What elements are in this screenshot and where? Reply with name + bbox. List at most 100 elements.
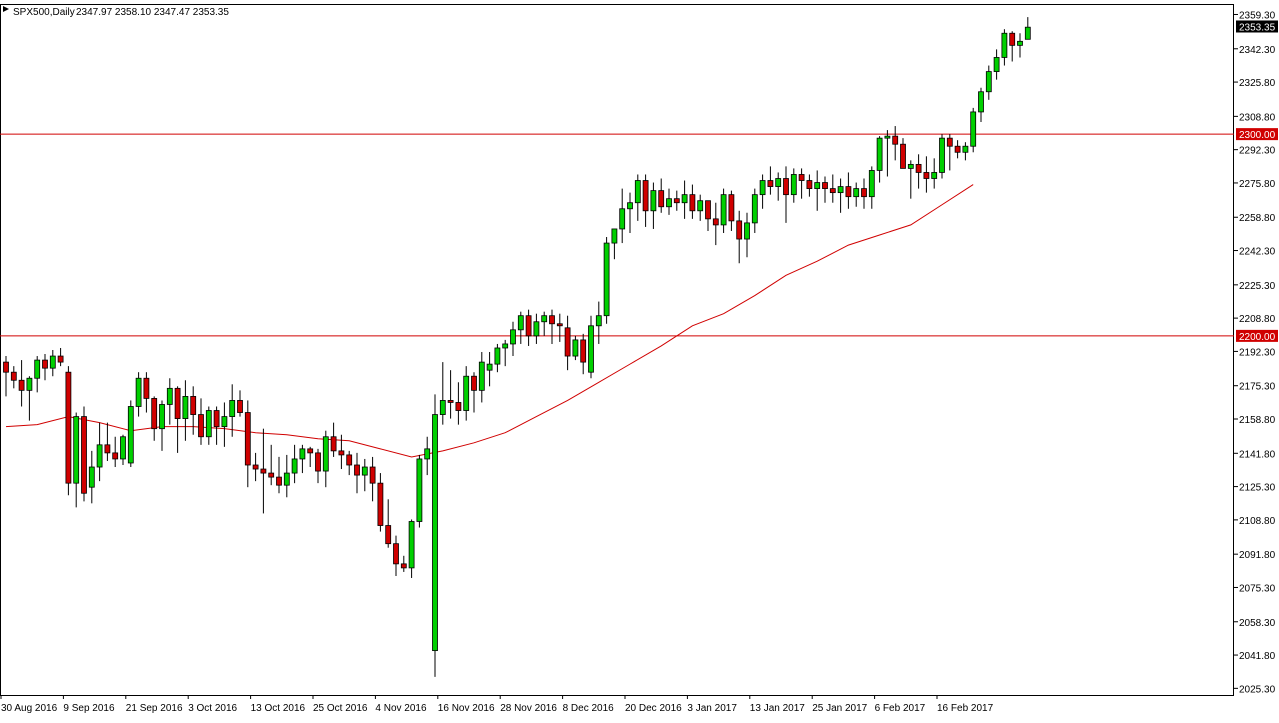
candle (814, 170, 821, 211)
candle (57, 347, 64, 367)
candle (81, 406, 87, 502)
x-tick-label: 21 Sep 2016 (126, 703, 183, 714)
candle (73, 412, 80, 508)
candle-body (96, 444, 103, 468)
candle-body (57, 355, 64, 363)
moving-average-layer (5, 184, 974, 458)
candle-body (439, 400, 446, 415)
x-tick-label: 25 Jan 2017 (812, 703, 867, 714)
candle (681, 180, 688, 219)
y-tick-label: 2058.30 (1239, 618, 1276, 629)
candle-body (580, 339, 587, 363)
candle-body (588, 325, 594, 373)
candle (510, 321, 516, 357)
candle-body (993, 57, 1000, 72)
candle-body (307, 448, 314, 454)
candle-body (900, 143, 906, 169)
candle (471, 372, 477, 413)
candle-body (689, 194, 696, 212)
candle (595, 301, 602, 344)
y-tick-label: 2242.30 (1239, 247, 1276, 258)
candle (213, 406, 220, 445)
candle-body (354, 464, 360, 476)
candle-body (564, 327, 571, 357)
candle-body (829, 188, 836, 194)
candle (900, 138, 906, 169)
candle (346, 450, 353, 476)
x-tick-label: 30 Aug 2016 (1, 703, 58, 714)
candle-body (135, 377, 142, 407)
candle-body (845, 186, 852, 198)
candle (759, 174, 766, 209)
candle (556, 313, 563, 342)
candle-body (1024, 26, 1031, 40)
candle (135, 372, 142, 417)
level-label: 2200.00 (1239, 332, 1276, 343)
candle-body (361, 466, 368, 476)
y-tick-label: 2175.30 (1239, 382, 1276, 393)
candle (486, 352, 493, 387)
candle-body (681, 194, 688, 204)
candle-body (712, 218, 719, 226)
candle (307, 446, 314, 468)
candle-body (814, 182, 821, 189)
candle (502, 339, 509, 367)
candle-body (985, 71, 992, 93)
x-tick-label: 16 Nov 2016 (438, 703, 495, 714)
candle-body (720, 194, 727, 226)
x-tick-label: 20 Dec 2016 (625, 703, 682, 714)
candle (34, 356, 41, 393)
candle (580, 333, 587, 375)
y-tick-label: 2308.80 (1239, 112, 1276, 123)
candle (829, 174, 836, 203)
candle (954, 140, 961, 159)
candle-body (502, 343, 509, 349)
y-tick-label: 2192.30 (1239, 347, 1276, 358)
candle-body (143, 377, 150, 399)
y-axis: 2359.30 2342.30 2325.80 2308.80 2292.30 2275.… (1234, 10, 1278, 695)
candle-body (182, 396, 189, 419)
candle-body (283, 472, 290, 486)
candle (712, 202, 719, 246)
candle-body (471, 375, 477, 391)
x-tick-label: 3 Oct 2016 (188, 703, 237, 714)
candle-body (112, 452, 119, 460)
candle (572, 335, 579, 361)
candle-body (346, 454, 353, 466)
candle (775, 172, 782, 201)
candle (291, 444, 298, 484)
candle-body (907, 163, 914, 169)
candle (853, 182, 860, 207)
candle-body (190, 396, 197, 415)
candle-body (432, 414, 438, 652)
candle (432, 394, 438, 677)
candle-body (494, 347, 501, 365)
candle (1017, 33, 1023, 58)
candle-body (744, 222, 750, 240)
candle-body (627, 202, 633, 210)
candle (26, 376, 33, 421)
candle (377, 473, 384, 532)
candle-body (775, 178, 782, 187)
candle-body (697, 200, 704, 212)
candle-body (931, 172, 938, 179)
candle-body (291, 458, 298, 474)
candle (416, 454, 423, 528)
candle (463, 366, 470, 421)
candle-body (330, 436, 337, 452)
candle-body (666, 198, 672, 208)
candle-body (26, 377, 33, 391)
candle (892, 126, 899, 161)
horizontal-levels: 2300.00 2200.00 (0, 128, 1278, 343)
candle (338, 434, 345, 470)
candle-body (751, 194, 758, 224)
candle (970, 107, 977, 153)
x-tick-label: 4 Nov 2016 (375, 703, 427, 714)
candle-body (478, 361, 485, 391)
y-tick-label: 2108.80 (1239, 516, 1276, 527)
moving-average-line (5, 184, 974, 458)
candle-body (151, 398, 158, 430)
y-tick-label: 2025.30 (1239, 684, 1276, 695)
candle (198, 398, 204, 445)
